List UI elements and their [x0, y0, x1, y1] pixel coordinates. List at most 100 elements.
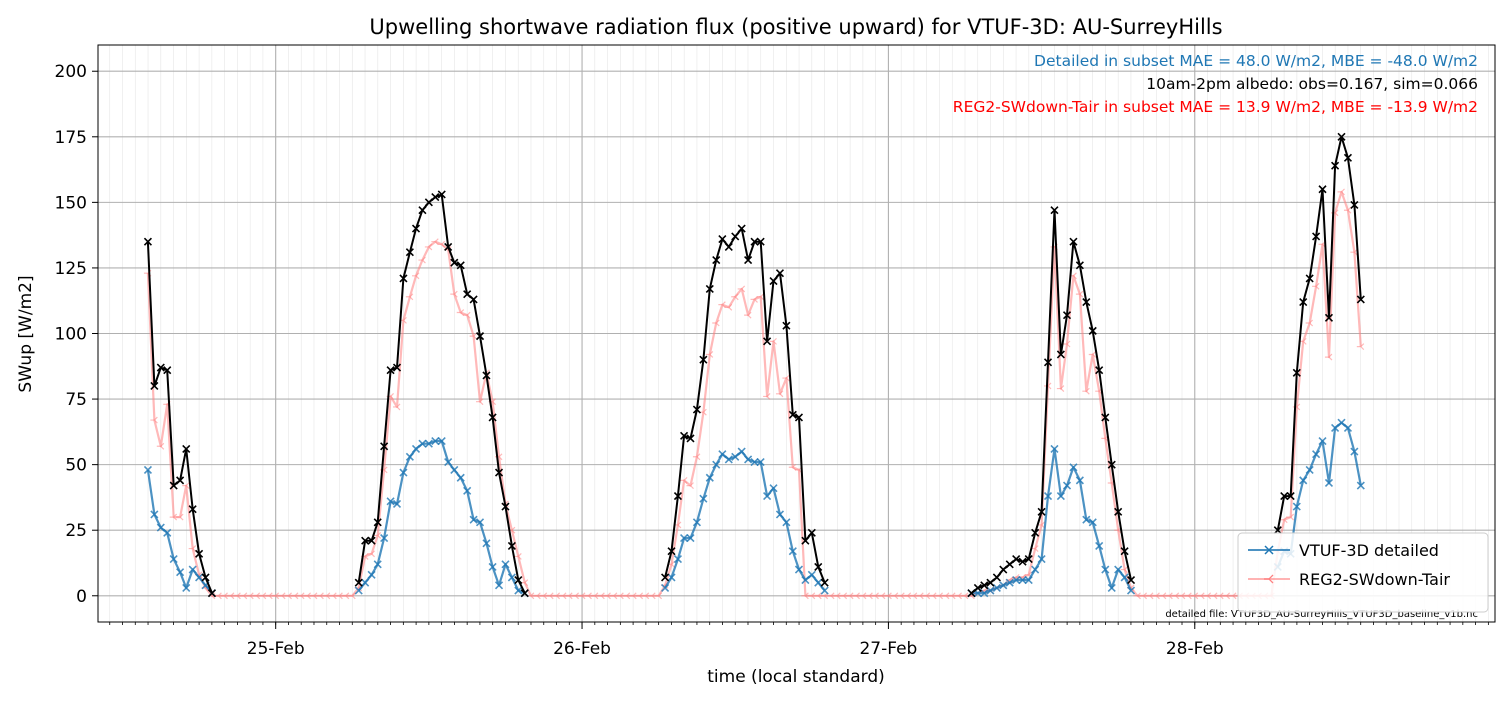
data-point — [877, 592, 886, 600]
data-point — [169, 554, 178, 564]
legend: VTUF-3D detailed REG2-SWdown-Tair — [1237, 532, 1489, 613]
data-point — [654, 592, 663, 600]
data-point — [1318, 185, 1327, 194]
legend-label-reg2: REG2-SWdown-Tair — [1299, 570, 1450, 589]
data-point — [807, 528, 816, 537]
data-point — [1343, 153, 1353, 162]
data-point — [571, 592, 580, 600]
data-point — [686, 434, 695, 443]
data-point — [699, 355, 708, 364]
data-point — [220, 592, 228, 600]
data-point — [788, 547, 797, 556]
data-point — [929, 592, 937, 600]
data-point — [897, 592, 905, 600]
data-point — [1075, 261, 1084, 270]
data-point — [948, 592, 956, 600]
data-point — [169, 513, 178, 521]
data-point — [552, 592, 561, 600]
data-point — [1126, 575, 1136, 585]
data-point — [597, 592, 605, 600]
data-point — [546, 592, 554, 600]
data-point — [1075, 290, 1084, 298]
data-point — [322, 592, 331, 600]
data-point — [380, 534, 389, 543]
data-point — [763, 393, 771, 400]
data-point — [565, 592, 573, 600]
data-point — [737, 447, 746, 456]
data-point — [309, 592, 318, 600]
data-point — [1088, 326, 1097, 335]
data-point — [156, 523, 165, 532]
x-tick-label: 26-Feb — [553, 639, 611, 659]
legend-marker-reg2 — [1264, 574, 1274, 584]
data-point — [827, 592, 835, 600]
data-point — [329, 592, 337, 600]
data-point — [450, 258, 459, 267]
data-point — [380, 442, 389, 451]
data-point — [176, 513, 184, 521]
data-point — [1343, 423, 1353, 432]
data-point — [1356, 343, 1365, 351]
data-point — [456, 261, 465, 270]
data-point — [559, 592, 567, 600]
data-point — [922, 592, 931, 600]
data-point — [373, 560, 382, 569]
data-point — [469, 515, 478, 524]
data-point — [794, 413, 804, 422]
data-point — [680, 534, 689, 543]
data-point — [578, 592, 586, 600]
data-point — [1210, 592, 1218, 600]
data-point — [865, 592, 873, 600]
data-point — [354, 578, 363, 587]
data-point — [501, 560, 510, 569]
data-point — [871, 592, 879, 600]
data-point — [258, 592, 267, 600]
data-point — [246, 592, 254, 600]
data-point — [782, 321, 791, 330]
data-point — [973, 583, 982, 592]
data-point — [1031, 528, 1040, 537]
data-point — [699, 494, 708, 503]
data-point — [1050, 206, 1059, 215]
data-point — [182, 583, 191, 592]
data-point — [450, 290, 458, 298]
data-point — [1331, 161, 1340, 170]
data-point — [705, 473, 714, 482]
data-point — [980, 581, 989, 590]
data-point — [750, 237, 759, 246]
data-point — [201, 573, 210, 582]
data-point — [501, 502, 510, 511]
data-point — [1095, 366, 1104, 375]
data-point — [890, 592, 899, 600]
data-point — [520, 589, 529, 598]
data-point — [1139, 592, 1148, 600]
data-point — [475, 518, 485, 527]
x-tick-label: 27-Feb — [859, 639, 917, 659]
y-tick-label: 25 — [65, 521, 87, 541]
data-point — [1062, 481, 1072, 490]
y-tick-label: 125 — [55, 259, 87, 279]
data-point — [1350, 447, 1359, 456]
data-point — [775, 510, 785, 519]
data-point — [399, 468, 408, 477]
data-point — [514, 586, 523, 595]
data-point — [705, 351, 714, 358]
data-point — [712, 460, 721, 469]
data-point — [1286, 513, 1295, 521]
data-point — [756, 457, 765, 467]
data-point — [418, 206, 427, 215]
data-point — [348, 592, 356, 600]
data-point — [814, 592, 822, 600]
data-point — [782, 374, 790, 382]
series-reference — [143, 132, 1365, 598]
data-point — [195, 549, 204, 558]
data-point — [1018, 575, 1027, 585]
data-point — [1305, 319, 1314, 327]
data-point — [712, 319, 720, 327]
data-point — [411, 224, 421, 233]
data-point — [290, 592, 299, 600]
data-point — [399, 274, 408, 283]
data-point — [1222, 592, 1231, 600]
data-point — [450, 465, 459, 474]
data-point — [226, 592, 235, 600]
